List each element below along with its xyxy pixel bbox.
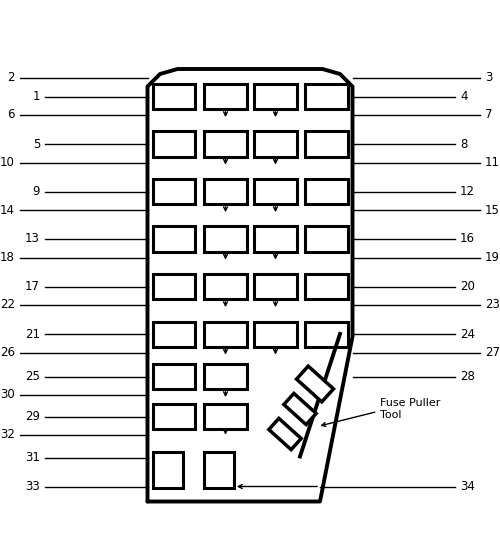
- Polygon shape: [269, 418, 301, 450]
- Bar: [204, 364, 246, 389]
- Text: 32: 32: [0, 429, 15, 441]
- Text: 17: 17: [25, 280, 40, 293]
- Bar: [204, 227, 246, 252]
- Text: 16: 16: [460, 232, 475, 246]
- Text: 34: 34: [460, 480, 475, 493]
- Text: 5: 5: [32, 138, 40, 150]
- Bar: [152, 364, 195, 389]
- Text: 30: 30: [0, 389, 15, 401]
- Text: 25: 25: [25, 370, 40, 383]
- Polygon shape: [284, 393, 316, 425]
- Bar: [204, 84, 246, 109]
- Text: 8: 8: [460, 138, 468, 150]
- Bar: [152, 404, 195, 429]
- Bar: [254, 132, 296, 157]
- Bar: [254, 227, 296, 252]
- Bar: [305, 227, 348, 252]
- Text: 3: 3: [485, 71, 492, 84]
- Bar: [204, 179, 246, 204]
- Bar: [254, 321, 296, 346]
- Bar: [204, 452, 234, 488]
- Text: 2: 2: [8, 71, 15, 84]
- Text: 4: 4: [460, 90, 468, 103]
- Bar: [152, 321, 195, 346]
- Bar: [204, 274, 246, 299]
- Bar: [152, 132, 195, 157]
- Text: 28: 28: [460, 370, 475, 383]
- Text: 23: 23: [485, 298, 500, 311]
- Bar: [204, 132, 246, 157]
- Text: 15: 15: [485, 204, 500, 216]
- Text: 21: 21: [25, 327, 40, 341]
- Bar: [152, 227, 195, 252]
- Text: 9: 9: [32, 185, 40, 198]
- Text: 7: 7: [485, 109, 492, 122]
- Bar: [152, 452, 182, 488]
- Bar: [152, 274, 195, 299]
- Bar: [254, 179, 296, 204]
- Text: 12: 12: [460, 185, 475, 198]
- Text: 22: 22: [0, 298, 15, 311]
- Text: 18: 18: [0, 251, 15, 264]
- Bar: [305, 179, 348, 204]
- Text: 10: 10: [0, 156, 15, 169]
- Bar: [305, 321, 348, 346]
- Bar: [204, 321, 246, 346]
- Text: 6: 6: [8, 109, 15, 122]
- Text: 11: 11: [485, 156, 500, 169]
- Bar: [305, 274, 348, 299]
- Text: 13: 13: [25, 232, 40, 246]
- Text: Fuse Puller
Tool: Fuse Puller Tool: [380, 398, 440, 420]
- Text: 33: 33: [25, 480, 40, 493]
- Bar: [204, 404, 246, 429]
- Text: 24: 24: [460, 327, 475, 341]
- Bar: [254, 274, 296, 299]
- Text: 31: 31: [25, 451, 40, 464]
- Text: 27: 27: [485, 346, 500, 359]
- Bar: [305, 84, 348, 109]
- Text: 19: 19: [485, 251, 500, 264]
- Text: 20: 20: [460, 280, 475, 293]
- Bar: [152, 179, 195, 204]
- Bar: [305, 132, 348, 157]
- Text: 14: 14: [0, 204, 15, 216]
- Text: 29: 29: [25, 410, 40, 423]
- Text: 1: 1: [32, 90, 40, 103]
- Bar: [152, 84, 195, 109]
- Bar: [254, 84, 296, 109]
- Text: 26: 26: [0, 346, 15, 359]
- Polygon shape: [296, 366, 334, 402]
